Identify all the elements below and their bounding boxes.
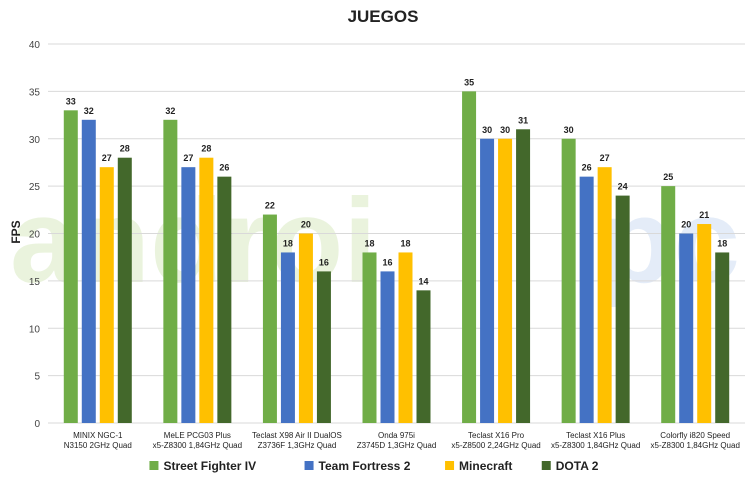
data-label: 20 <box>301 220 311 230</box>
data-label: 28 <box>120 144 130 154</box>
bar <box>181 167 196 423</box>
bar <box>398 252 413 423</box>
data-label: 27 <box>102 153 112 163</box>
bar <box>99 167 114 423</box>
y-tick-label: 25 <box>29 182 41 193</box>
bar <box>298 233 313 423</box>
data-label: 26 <box>582 163 592 173</box>
bar <box>217 176 232 423</box>
bar <box>280 252 295 423</box>
data-label: 22 <box>265 201 275 211</box>
bar <box>579 176 594 423</box>
y-tick-label: 0 <box>34 419 40 430</box>
data-labels: 33 32 27 28 32 27 28 26 22 18 20 16 18 16 18 14 35 30 30 31… <box>66 77 727 286</box>
bar <box>163 119 178 424</box>
y-tick-label: 5 <box>34 372 40 383</box>
category-label: Z3745D 1,3GHz Quad <box>357 441 437 450</box>
data-label: 30 <box>500 125 510 135</box>
bar <box>362 252 377 423</box>
category-label: Teclast X16 Pro <box>468 431 525 440</box>
legend-label: Minecraft <box>459 459 512 473</box>
data-label: 16 <box>319 257 329 267</box>
data-label: 35 <box>464 77 474 87</box>
legend-swatch <box>541 461 551 470</box>
data-label: 14 <box>418 276 428 286</box>
bars <box>63 91 730 424</box>
bar <box>262 214 277 423</box>
data-label: 30 <box>564 125 574 135</box>
category-label: Colorfly i820 Speed <box>660 431 730 440</box>
bar <box>561 138 576 423</box>
bar <box>615 195 630 423</box>
category-label: Teclast X98 Air II DualOS <box>252 431 342 440</box>
data-label: 25 <box>663 172 673 182</box>
bar <box>661 186 676 423</box>
legend-swatch <box>304 461 314 470</box>
legend-swatch <box>149 461 159 470</box>
chart-title: JUEGOS <box>348 7 419 26</box>
data-label: 18 <box>364 238 374 248</box>
legend-swatch <box>445 461 455 470</box>
bar <box>416 290 431 423</box>
category-label: MINIX NGC-1 <box>73 431 123 440</box>
category-label: Onda 975i <box>378 431 415 440</box>
bar <box>516 129 531 423</box>
data-label: 32 <box>84 106 94 116</box>
data-label: 20 <box>681 220 691 230</box>
legend: Street Fighter IV Team Fortress 2 Minecraf… <box>149 459 599 473</box>
legend-label: Team Fortress 2 <box>319 459 411 473</box>
bar <box>117 157 132 423</box>
y-tick-label: 10 <box>29 324 41 335</box>
y-tick-label: 15 <box>29 277 41 288</box>
bar <box>480 138 495 423</box>
data-label: 21 <box>699 210 709 220</box>
data-label: 27 <box>183 153 193 163</box>
bar <box>81 119 96 424</box>
bar <box>462 91 477 423</box>
bar <box>316 271 331 423</box>
category-label: x5-Z8300 1,84GHz Quad <box>551 441 640 450</box>
data-label: 26 <box>219 163 229 173</box>
category-label: Z3736F 1,3GHz Quad <box>258 441 337 450</box>
data-label: 16 <box>382 257 392 267</box>
bar <box>715 252 730 423</box>
data-label: 31 <box>518 115 528 125</box>
bar <box>498 138 513 423</box>
bar <box>63 110 78 423</box>
data-label: 24 <box>618 182 628 192</box>
category-label: x5-Z8300 1,84GHz Quad <box>153 441 242 450</box>
data-label: 32 <box>165 106 175 116</box>
legend-label: Street Fighter IV <box>163 459 256 473</box>
category-label: N3150 2GHz Quad <box>64 441 132 450</box>
category-label: Teclast X16 Plus <box>566 431 625 440</box>
y-axis-label: FPS <box>9 220 23 243</box>
y-tick-label: 35 <box>29 87 41 98</box>
gridlines <box>48 43 745 424</box>
data-label: 33 <box>66 96 76 106</box>
data-label: 27 <box>600 153 610 163</box>
bar <box>597 167 612 423</box>
data-label: 28 <box>201 144 211 154</box>
bar <box>380 271 395 423</box>
data-label: 18 <box>717 238 727 248</box>
data-label: 30 <box>482 125 492 135</box>
legend-label: DOTA 2 <box>556 459 599 473</box>
category-label: MeLE PCG03 Plus <box>164 431 231 440</box>
category-label: x5-Z8500 2,24GHz Quad <box>451 441 540 450</box>
bar <box>697 224 712 423</box>
y-tick-label: 20 <box>29 230 41 241</box>
y-tick-label: 40 <box>29 40 41 51</box>
y-axis-ticks: 0 5 10 15 20 25 30 35 40 <box>29 40 41 430</box>
y-tick-label: 30 <box>29 135 41 146</box>
bar <box>679 233 694 423</box>
category-label: x5-Z8300 1,84GHz Quad <box>651 441 740 450</box>
data-label: 18 <box>283 238 293 248</box>
bar <box>199 157 214 423</box>
data-label: 18 <box>400 238 410 248</box>
